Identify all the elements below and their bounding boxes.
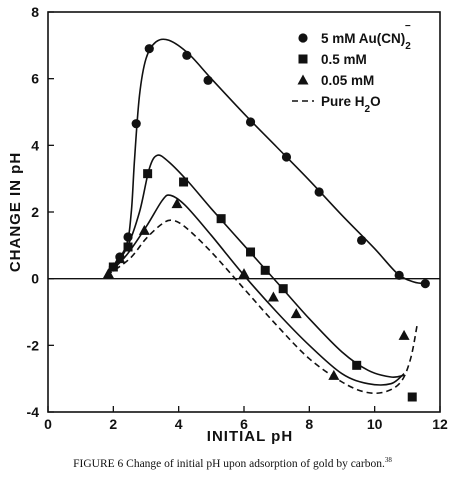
y-tick-label: -4	[27, 404, 40, 420]
caption-text: FIGURE 6 Change of initial pH upon adsor…	[73, 457, 385, 470]
data-point-circle	[420, 279, 430, 289]
data-point-triangle	[171, 198, 183, 209]
legend-label: 0.5 mM	[321, 52, 367, 67]
y-tick-label: 6	[31, 71, 39, 87]
data-point-square	[143, 169, 153, 179]
data-point-triangle	[398, 329, 410, 340]
data-point-circle	[131, 119, 141, 129]
legend-label: 0.05 mM	[321, 73, 374, 88]
data-point-circle	[123, 232, 133, 242]
curves-layer	[106, 38, 428, 395]
x-tick-label: 10	[367, 416, 383, 432]
data-point-circle	[314, 187, 324, 197]
data-point-square	[179, 177, 189, 187]
data-point-triangle	[238, 268, 250, 279]
series-curve-3	[106, 194, 405, 386]
figure-caption: FIGURE 6 Change of initial pH upon adsor…	[0, 456, 465, 470]
data-point-triangle	[328, 369, 340, 380]
caption-reference: 38	[384, 456, 392, 464]
data-point-triangle	[114, 253, 126, 264]
data-point-square	[352, 360, 362, 370]
legend-suffix: O	[370, 94, 381, 109]
y-axis-title: CHANGE IN pH	[7, 152, 24, 272]
markers-layer	[102, 44, 430, 402]
x-tick-label: 4	[175, 416, 183, 432]
data-point-square	[246, 247, 256, 257]
legend-marker-triangle	[297, 74, 309, 85]
data-point-circle	[245, 117, 256, 127]
x-tick-label: 0	[44, 416, 52, 432]
data-point-square	[407, 392, 417, 402]
plot-frame	[47, 11, 441, 413]
data-point-circle	[182, 50, 192, 60]
data-point-square	[216, 214, 226, 224]
data-point-square	[278, 284, 288, 294]
series-curve-2	[109, 154, 405, 378]
data-point-square	[260, 265, 270, 275]
legend-label: 5 mM Au(CN)2−	[321, 21, 411, 52]
data-point-circle	[357, 235, 367, 245]
legend-marker-square	[298, 54, 308, 64]
data-point-circle	[144, 44, 154, 54]
data-point-circle	[281, 152, 292, 162]
legend-subscript: 2	[365, 104, 371, 115]
y-tick-label: 8	[31, 4, 39, 20]
x-tick-label: 6	[240, 416, 248, 432]
x-tick-label: 12	[432, 416, 448, 432]
y-tick-label: 4	[31, 137, 39, 153]
y-tick-label: -2	[27, 337, 40, 353]
ticks-layer: 0 2 4 6 8 10 12 -4 -2 0 2 4 6 8	[27, 4, 448, 432]
data-point-square	[108, 262, 118, 272]
legend-superscript: −	[405, 21, 411, 32]
data-point-circle	[394, 270, 404, 280]
y-tick-label: 0	[31, 271, 39, 287]
legend-subscript: 2	[405, 41, 411, 52]
x-axis-title: INITIAL pH	[207, 428, 293, 445]
data-point-square	[123, 242, 133, 252]
series-curve-1	[112, 38, 428, 285]
series-curve-4	[106, 219, 418, 395]
legend-label: Pure H2O	[321, 94, 381, 115]
data-point-triangle	[138, 224, 150, 235]
data-point-triangle	[102, 268, 114, 279]
x-tick-label: 2	[109, 416, 117, 432]
x-tick-label: 8	[305, 416, 313, 432]
y-tick-label: 2	[31, 204, 39, 220]
data-point-circle	[203, 75, 213, 85]
data-point-triangle	[290, 308, 302, 319]
legend-marker-circle	[298, 33, 308, 43]
data-point-triangle	[267, 291, 279, 302]
